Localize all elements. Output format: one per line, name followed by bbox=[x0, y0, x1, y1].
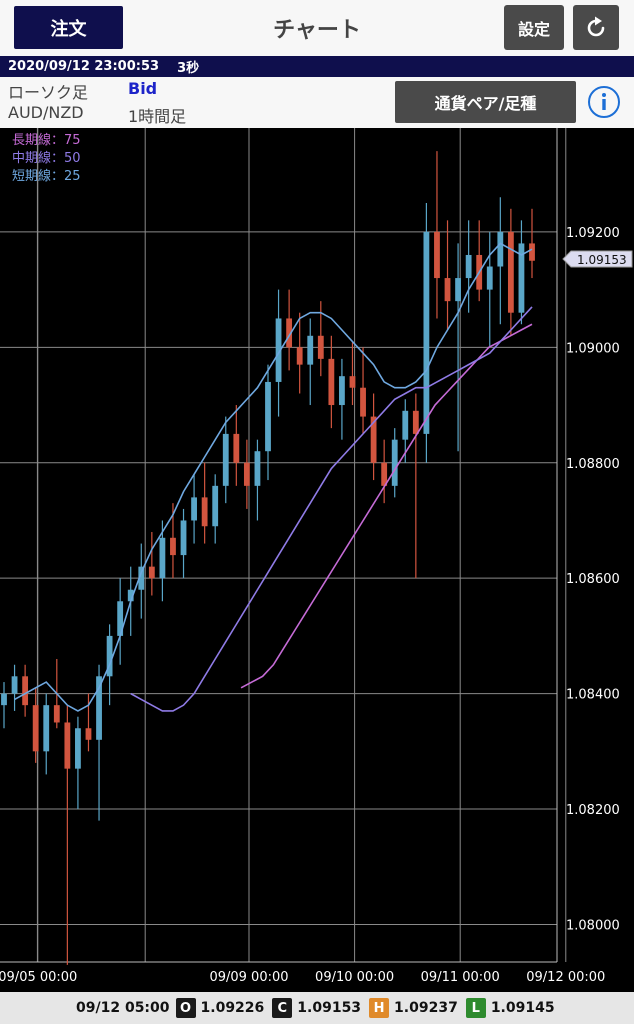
candle-body bbox=[159, 537, 166, 579]
candle-body bbox=[117, 601, 124, 636]
candle-body bbox=[85, 728, 92, 740]
long-ma-line bbox=[240, 323, 533, 689]
candle-body bbox=[360, 387, 366, 417]
info-button[interactable] bbox=[587, 85, 621, 119]
candle-body bbox=[423, 231, 430, 434]
candle-body bbox=[106, 635, 113, 677]
candle-body bbox=[529, 243, 535, 261]
candle-body bbox=[497, 231, 504, 267]
timeframe-label: 1時間足 bbox=[128, 107, 187, 126]
x-tick-label: 09/09 00:00 bbox=[209, 970, 288, 985]
candle-body bbox=[455, 278, 461, 302]
candle-body bbox=[381, 462, 388, 486]
candle-body bbox=[518, 243, 525, 313]
price-type-label: Bid bbox=[128, 79, 158, 98]
candle-body bbox=[486, 266, 493, 290]
candle-body bbox=[307, 335, 314, 365]
candle-body bbox=[170, 537, 176, 556]
x-tick-label: 09/05 00:00 bbox=[0, 970, 77, 985]
y-tick-label: 1.08600 bbox=[566, 572, 620, 587]
chart-info: ローソク足 Bid AUD/NZD 1時間足 通貨ペア/足種 bbox=[0, 77, 634, 128]
open-value: 1.09226 bbox=[200, 1000, 265, 1016]
candle-body bbox=[349, 376, 356, 388]
y-tick-label: 1.09200 bbox=[566, 226, 620, 241]
open-badge: O bbox=[175, 998, 196, 1018]
candle-body bbox=[286, 318, 293, 348]
candle-body bbox=[222, 433, 229, 486]
candle-body bbox=[75, 728, 81, 769]
y-tick-label: 1.08200 bbox=[566, 803, 620, 818]
high-value: 1.09237 bbox=[394, 1000, 458, 1016]
candle-body bbox=[254, 451, 261, 486]
price-chart[interactable]: 1.09200 1.09000 1.08800 1.08600 1.08400 1.082… bbox=[0, 128, 634, 992]
app-header: 注文 チャート 設定 bbox=[0, 0, 634, 56]
candle-body bbox=[22, 676, 29, 706]
candle-body bbox=[53, 705, 60, 723]
candle-body bbox=[233, 433, 240, 463]
candle-body bbox=[465, 254, 472, 279]
candle-body bbox=[96, 676, 102, 740]
y-tick-label: 1.09000 bbox=[566, 341, 620, 356]
candle-body bbox=[243, 462, 250, 486]
status-bar: 2020/09/12 23:00:53 3秒 bbox=[0, 56, 634, 77]
candle-body bbox=[11, 676, 18, 694]
candle-body bbox=[339, 376, 345, 406]
candle-body bbox=[317, 335, 324, 359]
low-badge: L bbox=[465, 998, 486, 1018]
candle-body bbox=[1, 693, 7, 706]
x-tick-label: 09/11 00:00 bbox=[421, 970, 500, 985]
short-ma-line bbox=[14, 242, 533, 712]
status-datetime: 2020/09/12 23:00:53 bbox=[8, 59, 160, 74]
x-tick-label: 09/12 00:00 bbox=[526, 970, 605, 985]
y-tick-label: 1.08000 bbox=[566, 918, 620, 933]
candle-body bbox=[444, 278, 451, 302]
settings-button[interactable]: 設定 bbox=[504, 5, 564, 50]
candle-body bbox=[127, 589, 134, 602]
candle-body bbox=[402, 410, 409, 440]
ohlc-bar: 09/12 05:00 O 1.09226 C 1.09153 H 1.0923… bbox=[0, 992, 634, 1024]
low-value: 1.09145 bbox=[490, 1000, 555, 1016]
pair-timeframe-button[interactable]: 通貨ペア/足種 bbox=[395, 81, 576, 123]
legend-entry: 短期線：25 bbox=[12, 168, 81, 184]
legend-entry: 中期線：50 bbox=[12, 150, 81, 166]
high-badge: H bbox=[369, 998, 390, 1018]
candle-body bbox=[434, 231, 440, 279]
candle-body bbox=[201, 497, 208, 527]
x-tick-label: 09/10 00:00 bbox=[315, 970, 394, 985]
candle-body bbox=[370, 416, 377, 463]
y-tick-label: 1.08800 bbox=[566, 457, 620, 472]
candle-body bbox=[391, 439, 398, 486]
status-interval: 3秒 bbox=[177, 61, 200, 76]
candle-body bbox=[296, 347, 303, 365]
current-price-marker bbox=[562, 250, 633, 268]
candle-body bbox=[412, 410, 419, 434]
refresh-icon bbox=[587, 16, 605, 36]
candle-body bbox=[64, 722, 71, 769]
order-button[interactable]: 注文 bbox=[14, 6, 123, 49]
close-badge: C bbox=[272, 998, 293, 1018]
page-title: チャート bbox=[273, 17, 361, 43]
refresh-button[interactable] bbox=[573, 5, 619, 50]
candle-body bbox=[180, 520, 187, 556]
close-value: 1.09153 bbox=[297, 1000, 362, 1016]
candle-body bbox=[138, 566, 145, 590]
candle-body bbox=[507, 231, 514, 313]
candle-body bbox=[32, 705, 39, 752]
candle-body bbox=[43, 705, 50, 752]
candlestick-chart[interactable]: 1.09200 1.09000 1.08800 1.08600 1.08400 1.082… bbox=[0, 128, 634, 992]
candle-body bbox=[328, 358, 335, 406]
candle-body bbox=[212, 485, 219, 527]
candle-body bbox=[191, 497, 197, 521]
candle-body bbox=[265, 381, 271, 452]
chart-type-label: ローソク足 bbox=[8, 83, 89, 102]
currency-pair-label: AUD/NZD bbox=[8, 103, 84, 122]
y-tick-label: 1.08400 bbox=[566, 688, 620, 703]
ohlc-time: 09/12 05:00 bbox=[76, 1000, 170, 1016]
info-icon bbox=[588, 86, 620, 118]
current-price-label: 1.09153 bbox=[577, 253, 627, 267]
candle-body bbox=[275, 318, 282, 382]
candle-body bbox=[148, 566, 155, 579]
legend-entry: 長期線：75 bbox=[12, 132, 81, 148]
mid-ma-line bbox=[130, 306, 533, 712]
